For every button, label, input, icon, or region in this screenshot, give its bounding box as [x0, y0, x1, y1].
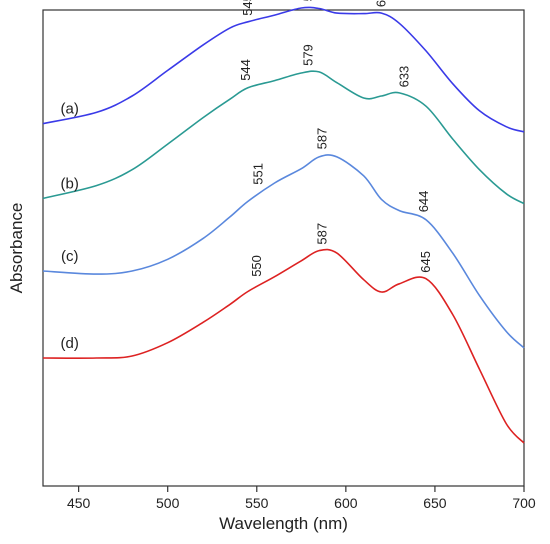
- peak-label: 620: [374, 0, 389, 7]
- series-line-b: [42, 70, 525, 205]
- x-tick-label: 700: [512, 495, 536, 511]
- series-line-c: [42, 154, 525, 349]
- series-label-d: (d): [61, 335, 79, 352]
- peak-label: 579: [300, 0, 315, 1]
- peak-label: 545: [240, 0, 255, 16]
- series-label-c: (c): [61, 248, 79, 265]
- series-label-a: (a): [61, 101, 79, 118]
- x-tick-label: 450: [67, 495, 91, 511]
- peak-label: 645: [418, 251, 433, 273]
- x-axis: 450 500 550 600 650 700: [67, 486, 536, 511]
- peak-label: 544: [238, 59, 253, 81]
- peak-label: 644: [416, 191, 431, 213]
- x-tick-label: 600: [334, 495, 358, 511]
- series-line-a: [42, 6, 525, 133]
- peak-label: 633: [397, 66, 412, 88]
- peak-labels: 545 579 620 544 579 633 551 587 644 550 587 645: [238, 0, 433, 277]
- x-tick-label: 550: [245, 495, 269, 511]
- series-labels: (a) (b) (c) (d): [61, 101, 79, 352]
- peak-label: 551: [251, 163, 266, 185]
- x-tick-label: 650: [423, 495, 447, 511]
- series-label-b: (b): [61, 175, 79, 192]
- peak-label: 587: [315, 128, 330, 150]
- plot-frame: [42, 9, 525, 487]
- peak-label: 587: [315, 223, 330, 245]
- x-tick-label: 500: [156, 495, 180, 511]
- series-line-d: [42, 248, 525, 444]
- peak-label: 550: [249, 255, 264, 277]
- y-axis-title: Absorbance: [7, 203, 26, 294]
- peak-label: 579: [300, 44, 315, 66]
- x-axis-title: Wavelength (nm): [219, 514, 348, 533]
- curves: [42, 6, 525, 444]
